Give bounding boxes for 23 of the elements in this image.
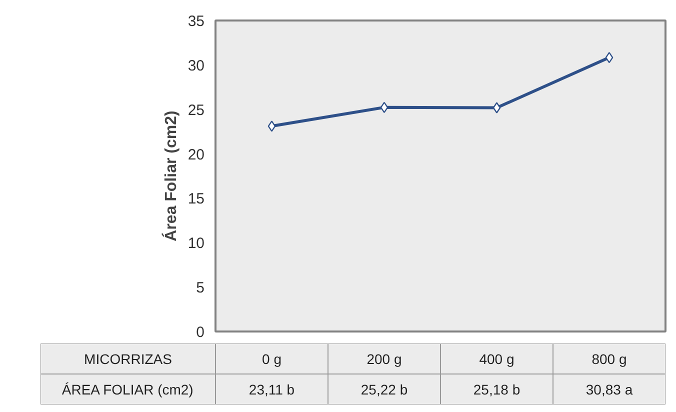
point — [380, 102, 388, 113]
y-tick-label: 30 — [188, 57, 205, 74]
x-tick-label: 200 g — [366, 350, 402, 367]
data-label: 25,18 b — [473, 381, 520, 398]
x-axis-title: MICORRIZAS — [84, 350, 172, 367]
x-tick-label: 400 g — [479, 350, 514, 367]
y-tick-label: 15 — [188, 190, 205, 208]
data-label: 25,22 b — [360, 381, 408, 398]
data-label: 23,11 b — [248, 381, 295, 398]
y-tick-label: 10 — [188, 235, 205, 252]
y-tick-label: 35 — [188, 13, 205, 30]
data-label: 30,83 a — [586, 381, 633, 398]
x-tick-label: 0 g — [262, 350, 282, 367]
point — [605, 52, 614, 64]
x-tick-label: 800 g — [592, 350, 627, 367]
point — [492, 102, 501, 114]
text: ÁREA FOLIAR (cm2) — [62, 381, 194, 398]
y-axis-title: Área Foliar (cm2) — [160, 110, 180, 242]
y-tick-label: 0 — [196, 324, 204, 341]
y-tick-label: 25 — [188, 102, 205, 119]
y-tick-label: 5 — [196, 280, 204, 297]
y-tick-label: 20 — [188, 146, 205, 164]
point — [268, 120, 276, 132]
